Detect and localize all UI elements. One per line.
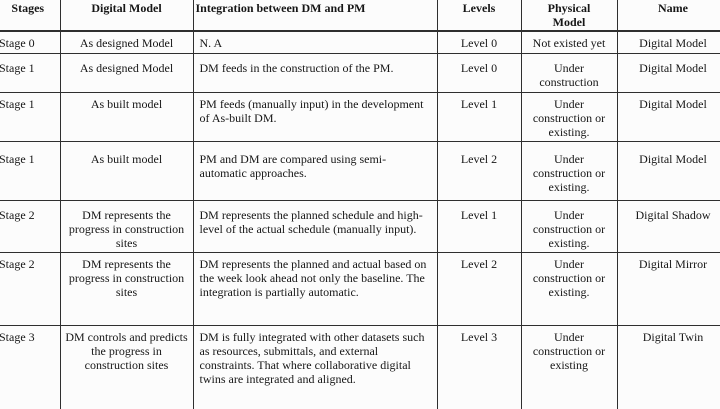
cell-physical-model: Not existed yet (520, 30, 618, 54)
table-row: Stage 2 DM represents the progress in co… (0, 199, 720, 253)
cell-digital-model: As built model (59, 91, 194, 142)
cell-physical-model: Under construction or existing. (520, 91, 618, 142)
table-row: Stage 1 As built model PM and DM are com… (0, 140, 720, 201)
cell-integration: N. A (192, 30, 438, 54)
cell-level: Level 0 (436, 30, 522, 54)
cell-digital-model: As designed Model (59, 30, 194, 54)
column-header-stages: Stages (0, 0, 61, 32)
cell-digital-model: DM represents the progress in constructi… (59, 199, 194, 253)
table-row: Stage 1 As designed Model DM feeds in th… (0, 52, 720, 93)
cell-name: Digital Mirror (616, 251, 720, 326)
cell-stage: Stage 2 (0, 251, 61, 326)
cell-level: Level 2 (436, 140, 522, 201)
cell-physical-model: Under construction or existing. (520, 199, 618, 253)
cell-integration: PM feeds (manually input) in the develop… (192, 91, 438, 142)
cell-level: Level 0 (436, 52, 522, 93)
cell-physical-model: Under construction or existing (520, 324, 618, 409)
cell-digital-model: DM represents the progress in constructi… (59, 251, 194, 326)
cell-physical-model: Under construction or existing. (520, 140, 618, 201)
cell-level: Level 3 (436, 324, 522, 409)
cell-integration: DM represents the planned and actual bas… (192, 251, 438, 326)
column-header-digital-model: Digital Model (59, 0, 194, 32)
cell-name: Digital Twin (616, 324, 720, 409)
cell-digital-model: As built model (59, 140, 194, 201)
table-row: Stage 3 DM controls and predicts the pro… (0, 324, 720, 409)
cell-name: Digital Model (616, 140, 720, 201)
cell-integration: DM feeds in the construction of the PM. (192, 52, 438, 93)
cell-stage: Stage 0 (0, 30, 61, 54)
table-row: Stage 2 DM represents the progress in co… (0, 251, 720, 326)
cell-integration: PM and DM are compared using semi-automa… (192, 140, 438, 201)
column-header-levels: Levels (436, 0, 522, 32)
cell-level: Level 1 (436, 199, 522, 253)
cell-stage: Stage 1 (0, 91, 61, 142)
cell-physical-model: Under construction or existing. (520, 251, 618, 326)
cell-stage: Stage 2 (0, 199, 61, 253)
cell-stage: Stage 3 (0, 324, 61, 409)
cell-physical-model: Under construction (520, 52, 618, 93)
cell-stage: Stage 1 (0, 52, 61, 93)
cell-name: Digital Model (616, 52, 720, 93)
column-header-physical-model: Physical Model (520, 0, 618, 32)
cell-digital-model: DM controls and predicts the progress in… (59, 324, 194, 409)
cell-integration: DM is fully integrated with other datase… (192, 324, 438, 409)
cell-name: Digital Model (616, 91, 720, 142)
cell-name: Digital Shadow (616, 199, 720, 253)
table-header: Stages Digital Model Integration between… (0, 0, 720, 32)
cell-name: Digital Model (616, 30, 720, 54)
table-row: Stage 0 As designed Model N. A Level 0 N… (0, 30, 720, 54)
table-row: Stage 1 As built model PM feeds (manuall… (0, 91, 720, 142)
column-header-integration: Integration between DM and PM (192, 0, 438, 32)
table-body: Stage 0 As designed Model N. A Level 0 N… (0, 30, 720, 409)
column-header-name: Name (616, 0, 720, 32)
cell-integration: DM represents the planned schedule and h… (192, 199, 438, 253)
cell-stage: Stage 1 (0, 140, 61, 201)
cell-digital-model: As designed Model (59, 52, 194, 93)
header-row: Stages Digital Model Integration between… (0, 0, 720, 32)
cell-level: Level 2 (436, 251, 522, 326)
cell-level: Level 1 (436, 91, 522, 142)
